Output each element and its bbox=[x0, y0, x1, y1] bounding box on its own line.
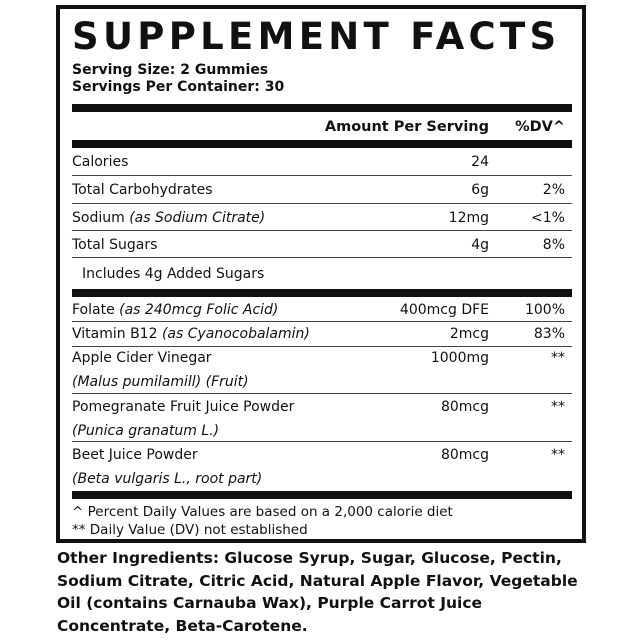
ingredient-name: Vitamin B12 bbox=[72, 326, 162, 342]
ingredient-amount: 1000mg bbox=[430, 350, 489, 366]
nutrient-name: Includes 4g Added Sugars bbox=[82, 266, 265, 282]
ingredient-detail: (as 240mcg Folic Acid) bbox=[119, 302, 279, 318]
divider-bar bbox=[72, 491, 572, 499]
ingredient-name: Beet Juice Powder bbox=[72, 447, 198, 463]
ingredient-name: Folate bbox=[72, 302, 120, 318]
nutrient-name: Total Sugars bbox=[72, 237, 158, 253]
other-ingredients-text: Glucose Syrup, Sugar, Glucose, Pectin, S… bbox=[57, 549, 578, 635]
other-ingredients-label: Other Ingredients: bbox=[57, 549, 220, 567]
nutrient-name: Sodium bbox=[72, 210, 130, 226]
nutrient-name: Calories bbox=[72, 154, 129, 170]
ingredient-detail: (Malus pumilamill) (Fruit) bbox=[72, 374, 249, 390]
panel-title: SUPPLEMENT FACTS bbox=[72, 15, 561, 58]
ingredient-amount: 80mcg bbox=[440, 399, 489, 415]
divider-bar bbox=[72, 140, 572, 148]
ingredient-row: Vitamin B12 (as Cyanocobalamin) 2mcg 83% bbox=[72, 325, 572, 347]
nutrient-row: Calories 24 bbox=[72, 153, 572, 176]
ingredient-dv: ** bbox=[551, 350, 565, 366]
nutrient-name: Total Carbohydrates bbox=[72, 182, 213, 198]
nutrient-row: Total Sugars 4g 8% bbox=[72, 236, 572, 258]
ingredient-dv: 83% bbox=[533, 326, 565, 342]
serving-size: Serving Size: 2 Gummies bbox=[72, 62, 269, 78]
nutrient-amount: 4g bbox=[471, 237, 489, 253]
footnote-not-established: ** Daily Value (DV) not established bbox=[72, 522, 308, 538]
ingredient-detail: (Beta vulgaris L., root part) bbox=[72, 471, 263, 487]
other-ingredients: Other Ingredients: Glucose Syrup, Sugar,… bbox=[57, 547, 597, 637]
ingredient-dv: ** bbox=[551, 447, 565, 463]
ingredient-name: Pomegranate Fruit Juice Powder bbox=[72, 399, 295, 415]
servings-per-container: Servings Per Container: 30 bbox=[72, 79, 285, 95]
nutrient-detail: (as Sodium Citrate) bbox=[129, 210, 266, 226]
supplement-facts-panel: SUPPLEMENT FACTS Serving Size: 2 Gummies… bbox=[56, 5, 586, 543]
ingredient-dv: ** bbox=[551, 399, 565, 415]
nutrient-row: Total Carbohydrates 6g 2% bbox=[72, 181, 572, 204]
ingredient-row: Folate (as 240mcg Folic Acid) 400mcg DFE… bbox=[72, 301, 572, 322]
header-dv: %DV^ bbox=[515, 119, 565, 135]
nutrient-amount: 6g bbox=[471, 182, 489, 198]
footnote-dv: ^ Percent Daily Values are based on a 2,… bbox=[72, 504, 453, 520]
ingredient-row: Pomegranate Fruit Juice Powder (Punica g… bbox=[72, 398, 572, 442]
divider-bar bbox=[72, 104, 572, 112]
nutrient-row: Sodium (as Sodium Citrate) 12mg <1% bbox=[72, 209, 572, 231]
ingredient-dv: 100% bbox=[524, 302, 565, 318]
divider-bar bbox=[72, 289, 572, 297]
nutrient-dv: <1% bbox=[531, 210, 565, 226]
ingredient-amount: 400mcg DFE bbox=[399, 302, 489, 318]
ingredient-amount: 80mcg bbox=[440, 447, 489, 463]
ingredient-detail: (as Cyanocobalamin) bbox=[161, 326, 310, 342]
ingredient-row: Apple Cider Vinegar (Malus pumilamill) (… bbox=[72, 349, 572, 394]
nutrient-dv: 2% bbox=[542, 182, 565, 198]
nutrient-dv: 8% bbox=[542, 237, 565, 253]
ingredient-row: Beet Juice Powder (Beta vulgaris L., roo… bbox=[72, 446, 572, 489]
ingredient-detail: (Punica granatum L.) bbox=[72, 423, 220, 439]
ingredient-amount: 2mcg bbox=[449, 326, 489, 342]
nutrient-amount: 24 bbox=[471, 154, 489, 170]
nutrient-amount: 12mg bbox=[448, 210, 489, 226]
header-amount: Amount Per Serving bbox=[324, 119, 489, 135]
ingredient-name: Apple Cider Vinegar bbox=[72, 350, 212, 366]
